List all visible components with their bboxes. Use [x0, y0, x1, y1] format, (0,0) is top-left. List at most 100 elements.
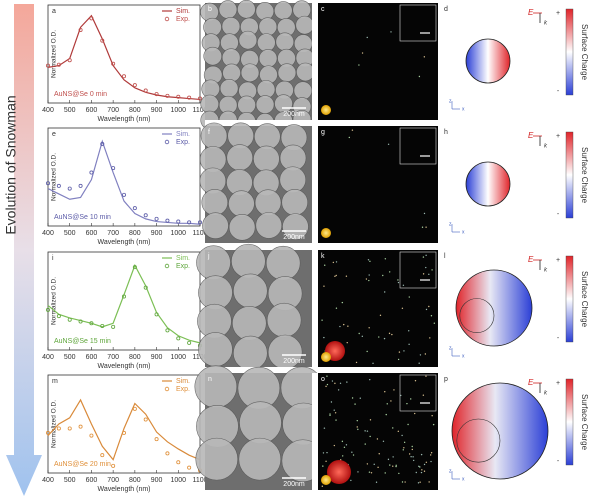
x-tick-label: 600	[86, 107, 98, 114]
legend-label: Exp.	[176, 263, 190, 270]
scatter-spot	[335, 307, 338, 309]
scale-bar-label: 200nm	[283, 234, 305, 241]
scatter-spot	[369, 378, 371, 381]
x-tick-label: 400	[42, 230, 54, 237]
plot-frame	[47, 251, 201, 351]
y-axis-label: Normalized O.D.	[51, 30, 58, 78]
inset	[399, 374, 437, 412]
scatter-spot	[390, 31, 392, 33]
scatter-spot	[341, 440, 344, 443]
particle	[279, 166, 307, 194]
scatter-spot	[322, 465, 324, 467]
scatter-spot	[391, 333, 393, 336]
annotation: AuNS@Se 20 min	[54, 461, 111, 468]
particle	[255, 95, 275, 114]
colorbar-min: -	[557, 335, 560, 342]
panel-letter: j	[207, 253, 210, 260]
scatter-spot	[356, 419, 358, 422]
scatter-spot	[372, 362, 374, 365]
scatter-spot	[361, 52, 364, 54]
scatter-spot	[368, 471, 371, 473]
panel-letter: f	[208, 129, 210, 136]
scatter-spot	[425, 254, 427, 257]
y-axis-label: Normalized O.D.	[51, 277, 58, 325]
scatter-spot	[401, 481, 404, 483]
colorbar-min: -	[557, 458, 560, 465]
scatter-spot	[430, 460, 432, 463]
scatter-spot	[383, 337, 386, 340]
scatter-spot	[395, 465, 397, 468]
scatter-spot	[430, 315, 433, 317]
scatter-spot	[368, 274, 370, 276]
scatter-spot	[420, 453, 423, 456]
scatter-spot	[326, 451, 328, 454]
scatter-spot	[348, 136, 351, 139]
inset	[399, 251, 437, 289]
x-tick-label: 800	[129, 477, 141, 484]
sem-crop	[205, 490, 318, 496]
colorbar-title: Surface Charge	[580, 271, 589, 328]
exp-marker	[67, 426, 72, 431]
exp-marker	[176, 219, 181, 224]
scatter-spot	[347, 325, 349, 327]
exp-marker	[46, 63, 51, 68]
x-tick-label: 900	[151, 107, 163, 114]
exp-marker	[56, 314, 61, 319]
legend-label: Exp.	[176, 139, 190, 146]
exp-marker	[187, 465, 192, 470]
scatter-spot	[432, 423, 435, 426]
scatter-spot	[419, 481, 421, 483]
annotation: AuNS@Se 15 min	[54, 338, 111, 345]
particle	[219, 79, 239, 98]
scatter-spot	[325, 460, 327, 462]
scatter-spot	[386, 403, 388, 405]
scatter-spot	[341, 455, 344, 457]
scatter-spot	[414, 412, 416, 415]
scatter-spot	[388, 332, 391, 335]
exp-marker	[143, 88, 148, 93]
exp-marker	[122, 192, 127, 197]
scatter-spot	[422, 256, 425, 258]
scatter-spot	[369, 419, 372, 421]
axis-z-label: z	[449, 345, 452, 351]
exp-marker	[100, 453, 105, 458]
scatter-spot	[423, 463, 426, 466]
particle	[275, 32, 295, 52]
scatter-spot	[376, 438, 379, 440]
scale-bar-label: 200nm	[283, 358, 305, 365]
particle	[218, 0, 238, 19]
scatter-spot	[425, 375, 427, 377]
scatter-spot	[422, 394, 425, 396]
scatter-spot	[414, 380, 417, 382]
scatter-spot	[324, 264, 326, 266]
exp-marker	[67, 186, 72, 191]
particle	[228, 190, 255, 217]
scatter-spot	[357, 471, 359, 473]
scatter-spot	[403, 350, 405, 352]
charge-sphere	[465, 161, 511, 207]
legend-marker	[164, 263, 170, 269]
scatter-spot	[392, 465, 394, 467]
x-tick-label: 500	[64, 230, 76, 237]
scatter-spot	[410, 456, 412, 458]
scatter-spot	[351, 129, 354, 131]
exp-marker	[154, 312, 159, 317]
exp-marker	[111, 61, 116, 66]
scatter-spot	[431, 415, 433, 417]
x-tick-label: 900	[151, 354, 163, 361]
scatter-spot	[407, 423, 409, 426]
x-tick-label: 1100	[192, 477, 207, 484]
scatter-spot	[321, 319, 323, 321]
colorbar-max: +	[556, 10, 560, 17]
x-tick-label: 700	[107, 354, 119, 361]
x-tick-label: 1100	[192, 354, 207, 361]
inset	[399, 4, 437, 42]
particle	[296, 62, 315, 82]
scatter-spot	[333, 444, 336, 447]
scatter-spot	[428, 273, 430, 276]
exp-marker	[143, 285, 148, 290]
panel-letter: n	[208, 376, 212, 383]
colorbar-max: +	[556, 380, 560, 387]
scatter-spot	[384, 391, 386, 393]
scatter-spot	[346, 341, 348, 344]
